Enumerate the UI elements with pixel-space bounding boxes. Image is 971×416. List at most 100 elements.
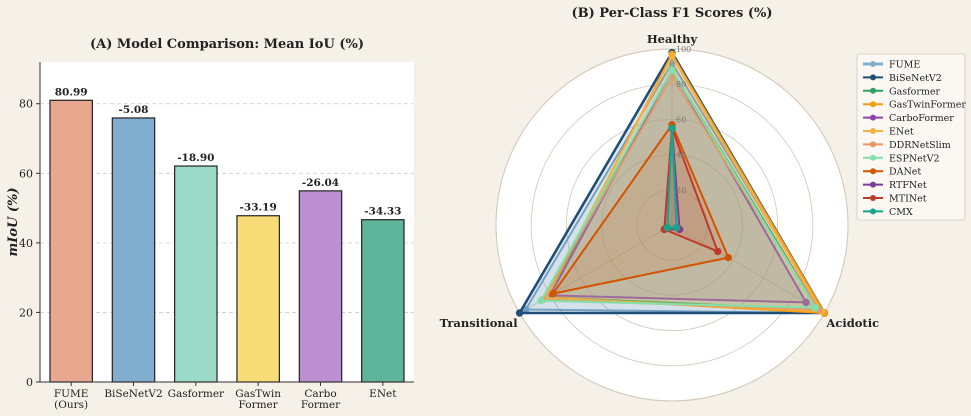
legend-swatch-marker (870, 181, 876, 188)
legend-item: CMX (863, 207, 913, 218)
bar-y-tick-label: 20 (19, 306, 33, 319)
radar-series-area (539, 69, 817, 309)
legend-label: MTINet (889, 194, 927, 205)
radar-series-area (663, 127, 719, 253)
legend-label: Gasformer (889, 86, 941, 97)
bar-x-tick-label: (Ours) (54, 399, 88, 411)
radar-legend: FUME BiSeNetV2 Gasformer GasTwinFormer Carbo… (856, 53, 966, 221)
radar-series-area (666, 127, 678, 229)
bar-x-tick-label: Carbo (304, 388, 336, 400)
legend-label: DANet (889, 167, 921, 178)
radar-point (811, 304, 819, 312)
bar-y-tick-label: 80 (19, 98, 33, 111)
bar-x-tick-label: Gasformer (168, 388, 225, 400)
bar (49, 99, 93, 383)
radar-chart-title: (B) Per-Class F1 Scores (%) (571, 6, 772, 21)
radar-axis-label: Transitional (440, 316, 519, 330)
legend-item: DANet (863, 167, 921, 178)
legend-item: GasTwinFormer (863, 100, 966, 111)
bar-x-tick-label: GasTwin (235, 388, 281, 400)
legend-swatch-marker (870, 208, 876, 215)
radar-axis-label: Healthy (647, 32, 698, 46)
radar-radial-tick-label: 40 (676, 151, 686, 160)
legend-item: BiSeNetV2 (863, 73, 942, 84)
bar-value-label: -26.04 (302, 177, 339, 189)
legend-label: DDRNetSlim (889, 140, 951, 151)
radar-radial-tick-label: 20 (676, 186, 686, 195)
legend-swatch-marker (870, 195, 876, 201)
legend-label: CarboFormer (889, 113, 954, 124)
radar-point (668, 66, 676, 74)
bar-y-ticks: 0 20 40 60 80 (19, 98, 40, 389)
radar-radial-tick-label: 80 (676, 80, 686, 89)
legend-swatch-marker (870, 141, 876, 148)
bar-chart: (A) Model Comparison: Mean IoU (%) 80.99… (6, 37, 414, 411)
bar-x-tick-label: ENet (369, 388, 397, 400)
legend-swatch-marker (870, 168, 876, 175)
bar (174, 165, 218, 383)
radar-point (549, 289, 557, 298)
legend-label: RTFNet (889, 180, 927, 191)
legend-label: FUME (889, 60, 920, 71)
radar-point (802, 298, 810, 307)
legend-item: CarboFormer (863, 113, 954, 124)
bar-y-tick-label: 40 (19, 237, 33, 250)
legend-item: DDRNetSlim (863, 140, 951, 151)
radar-point (515, 309, 524, 317)
legend-item: ESPNetV2 (863, 153, 940, 164)
legend-swatch-marker (870, 87, 876, 94)
radar-point (663, 223, 672, 232)
legend-swatch-marker (870, 154, 876, 161)
bar-value-label: -34.33 (364, 206, 401, 218)
legend-swatch-marker (870, 61, 876, 67)
bar (236, 215, 280, 383)
bar-y-tick-label: 60 (19, 167, 33, 180)
radar-point (537, 296, 545, 305)
radar-axis-labels: Healthy Acidotic Transitional (440, 32, 880, 330)
radar-series-danet (549, 120, 733, 298)
bar-value-label: -18.90 (177, 152, 214, 164)
bar-x-tick-label: FUME (54, 388, 89, 400)
legend-label: BiSeNetV2 (889, 73, 942, 84)
radar-series-area (552, 123, 730, 295)
bar-series: 80.99 -5.08 -18.90 -33.19 -26.04 -34.33 (49, 86, 405, 383)
radar-radial-tick-label: 100 (676, 45, 691, 54)
radar-chart: (B) Per-Class F1 Scores (%) Healthy Acido… (440, 6, 880, 402)
radar-point (724, 253, 733, 262)
bar-value-label: -5.08 (119, 104, 149, 116)
legend-item: FUME (863, 60, 920, 71)
radar-series (515, 48, 829, 317)
bar (111, 117, 156, 383)
bar-value-label: 80.99 (55, 86, 88, 98)
legend-label: ENet (889, 127, 914, 138)
bar (298, 190, 343, 383)
bar-y-tick-label: 0 (26, 376, 33, 389)
legend-swatch-marker (870, 101, 876, 108)
legend-label: CMX (889, 207, 913, 218)
legend-item: ENet (863, 127, 914, 138)
radar-point (668, 52, 676, 60)
legend-item: Gasformer (863, 86, 941, 97)
legend-item: RTFNet (863, 180, 927, 191)
legend-item: MTINet (863, 194, 927, 205)
bar-gridlines (40, 103, 414, 313)
radar-point (714, 247, 722, 256)
legend-box (856, 53, 966, 221)
bar-x-tick-label: Former (239, 399, 279, 411)
radar-series-cmx (663, 124, 681, 232)
bar-chart-title: (A) Model Comparison: Mean IoU (%) (90, 37, 364, 52)
bar-y-axis-label: mIoU (%) (6, 187, 21, 256)
radar-point (668, 124, 676, 132)
legend-label: GasTwinFormer (889, 100, 966, 111)
bar-x-tick-label: Former (301, 399, 341, 411)
legend-swatch-marker (870, 128, 876, 134)
radar-spoke (671, 224, 825, 314)
bar-value-label: -33.19 (240, 202, 277, 214)
bar-plot-area (40, 62, 414, 382)
radar-axis-label: Acidotic (825, 316, 879, 330)
bar (361, 219, 405, 383)
radar-radial-tick-label: 60 (676, 115, 686, 124)
bar-x-ticks: FUME(Ours)BiSeNetV2 Gasformer GasTwinForme… (54, 382, 397, 411)
legend-swatch-marker (870, 114, 876, 121)
